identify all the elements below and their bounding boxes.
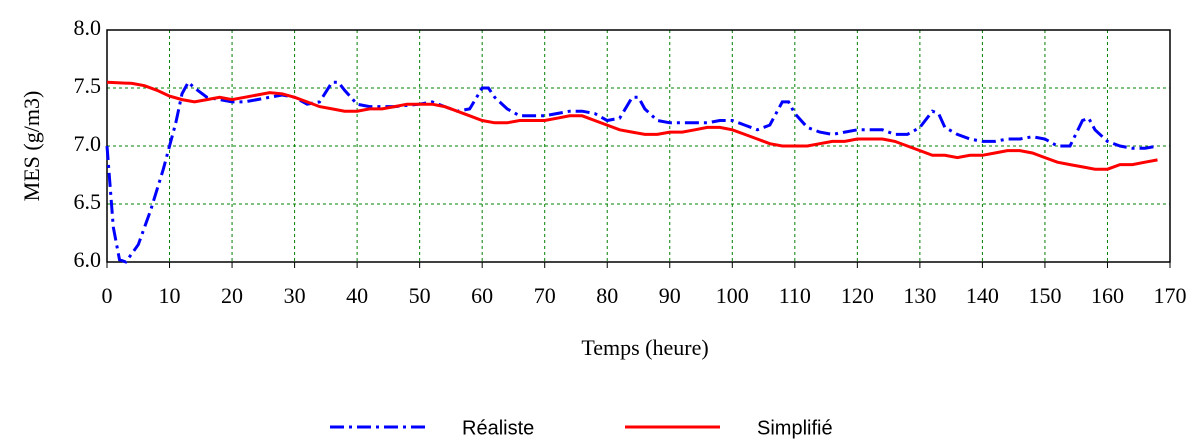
x-tick-label: 150 (1028, 283, 1061, 308)
y-tick-label: 8.0 (74, 15, 102, 40)
x-tick-label: 120 (841, 283, 874, 308)
legend-label: Simplifié (757, 417, 833, 439)
x-tick-label: 170 (1154, 283, 1187, 308)
x-tick-label: 140 (966, 283, 999, 308)
x-tick-label: 130 (903, 283, 936, 308)
x-tick-label: 110 (779, 283, 811, 308)
x-tick-label: 90 (659, 283, 681, 308)
x-tick-label: 60 (471, 283, 493, 308)
y-tick-label: 6.5 (74, 189, 102, 214)
y-axis-label: MES (g/m3) (19, 91, 44, 202)
x-tick-label: 30 (284, 283, 306, 308)
x-axis-label: Temps (heure) (581, 335, 708, 360)
y-tick-label: 7.5 (74, 73, 102, 98)
y-tick-label: 6.0 (74, 247, 102, 272)
x-tick-label: 10 (159, 283, 181, 308)
series-line (106, 80, 1158, 171)
plot-frame (106, 29, 1171, 263)
x-tick-label: 100 (716, 283, 749, 308)
x-tick-label: 70 (534, 283, 556, 308)
x-tick-label: 20 (221, 283, 243, 308)
x-tick-label: 40 (346, 283, 368, 308)
x-tick-label: 50 (409, 283, 431, 308)
series-line (105, 79, 1158, 264)
x-tick-label: 160 (1091, 283, 1124, 308)
x-tick-label: 0 (102, 283, 113, 308)
x-tick-label: 80 (596, 283, 618, 308)
y-tick-label: 7.0 (74, 131, 102, 156)
legend-label: Réaliste (462, 417, 534, 439)
